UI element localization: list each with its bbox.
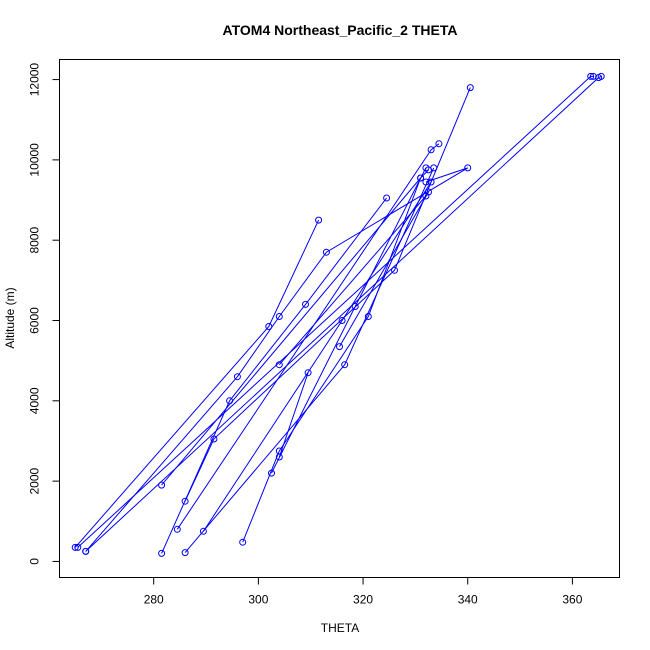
series-10 xyxy=(268,164,430,477)
data-point xyxy=(338,317,346,324)
data-point xyxy=(351,303,359,310)
data-point xyxy=(435,140,443,148)
data-point xyxy=(336,343,343,351)
data-point xyxy=(425,188,432,196)
y-tick-label: 4000 xyxy=(28,387,42,414)
x-tick-label: 340 xyxy=(458,593,478,607)
data-point xyxy=(430,164,438,172)
data-point xyxy=(74,543,82,551)
series-14 xyxy=(74,72,597,551)
data-point xyxy=(587,72,595,80)
data-point xyxy=(464,164,472,172)
y-tick-label: 12000 xyxy=(28,63,42,97)
data-point xyxy=(422,164,430,172)
data-point xyxy=(158,481,166,489)
series-line xyxy=(278,195,427,366)
data-point xyxy=(233,373,241,381)
data-point xyxy=(181,497,189,505)
data-point xyxy=(427,178,435,186)
x-axis: 280 300 320 340 360 xyxy=(144,577,583,607)
data-point xyxy=(275,453,283,461)
data-point xyxy=(589,72,597,80)
data-point xyxy=(158,549,166,557)
data-point xyxy=(341,361,349,369)
y-axis: 0 2000 4000 6000 8000 10000 12000 xyxy=(28,63,60,565)
y-tick-label: 8000 xyxy=(28,227,42,254)
data-point xyxy=(322,248,330,256)
y-tick-label: 6000 xyxy=(28,307,42,334)
chart-title: ATOM4 Northeast_Pacific_2 THETA xyxy=(223,22,458,38)
series-line xyxy=(242,177,422,543)
data-point xyxy=(391,266,398,274)
series-line xyxy=(74,219,320,548)
data-point xyxy=(302,300,309,308)
data-point xyxy=(173,525,181,533)
y-tick-label: 0 xyxy=(28,558,42,565)
data-point xyxy=(239,538,247,546)
data-point xyxy=(597,72,605,80)
y-axis-label: Altitude (m) xyxy=(3,287,17,348)
series-13 xyxy=(336,188,432,351)
data-point xyxy=(383,194,391,202)
x-tick-label: 320 xyxy=(353,593,373,607)
series-line xyxy=(85,167,468,552)
data-point xyxy=(268,469,275,477)
y-tick-label: 10000 xyxy=(28,143,42,177)
series-4 xyxy=(158,194,391,557)
data-point xyxy=(304,369,312,377)
data-point xyxy=(466,84,474,92)
series-line xyxy=(339,191,429,347)
x-tick-label: 300 xyxy=(248,593,268,607)
series-11 xyxy=(275,369,312,461)
series-line xyxy=(161,197,387,554)
data-point xyxy=(226,397,234,405)
data-point xyxy=(210,435,218,443)
y-tick-label: 2000 xyxy=(28,467,42,494)
x-tick-label: 360 xyxy=(562,593,582,607)
series-5 xyxy=(173,140,443,533)
data-point xyxy=(417,174,425,182)
data-point xyxy=(315,216,323,224)
data-point xyxy=(275,313,283,320)
x-axis-label: THETA xyxy=(321,621,359,635)
data-point xyxy=(181,549,189,557)
data-point xyxy=(199,527,207,535)
x-tick-label: 280 xyxy=(144,593,164,607)
series-line xyxy=(278,372,309,458)
series-line xyxy=(271,167,427,474)
data-point xyxy=(427,146,435,154)
data-point xyxy=(364,313,372,320)
series-layer xyxy=(71,72,605,557)
data-point xyxy=(82,547,90,555)
series-15 xyxy=(82,72,605,555)
